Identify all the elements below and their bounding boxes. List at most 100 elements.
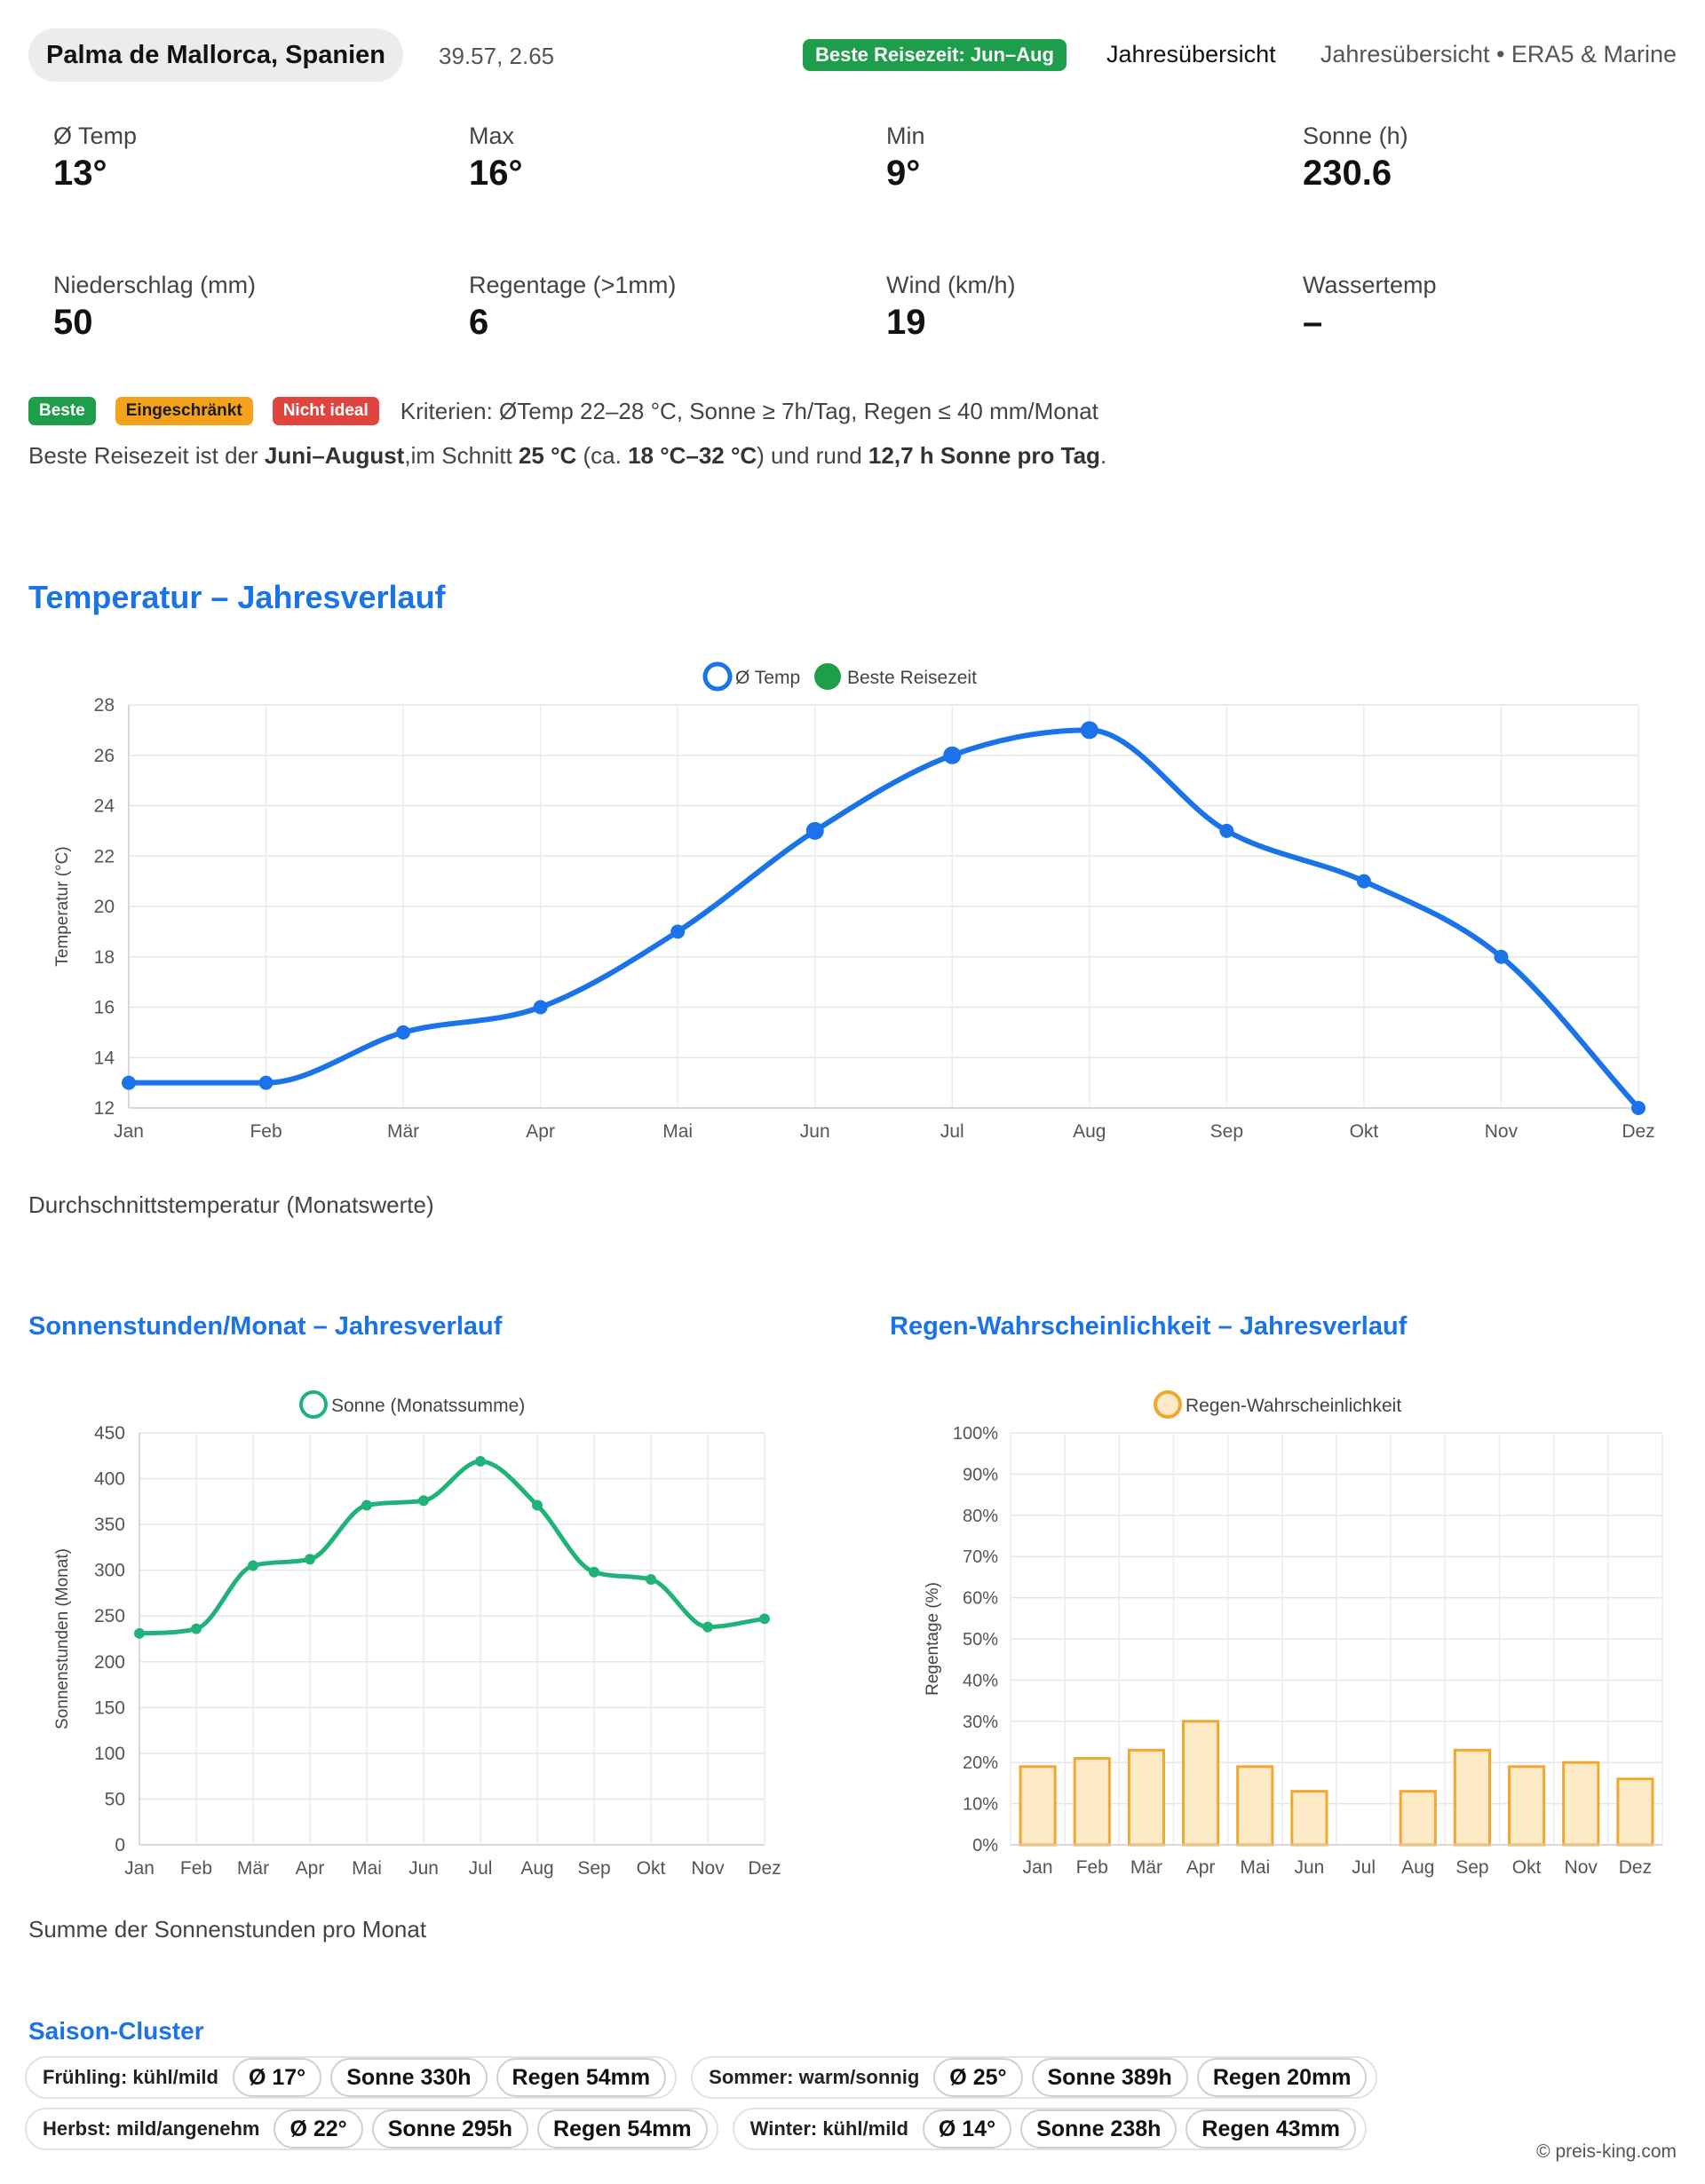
kpi-value: 230.6 bbox=[1303, 154, 1392, 193]
kpi-rain-days: Regentage (>1mm) 6 bbox=[469, 272, 860, 343]
x-tick-label: Jan bbox=[124, 1858, 155, 1879]
kpi-max-temp: Max 16° bbox=[469, 123, 860, 194]
kpi-precipitation: Niederschlag (mm) 50 bbox=[53, 272, 444, 343]
data-point bbox=[532, 1500, 543, 1511]
temp-chart-caption: Durchschnittstemperatur (Monatswerte) bbox=[28, 1191, 434, 1218]
x-tick-label: Feb bbox=[250, 1121, 282, 1142]
x-tick-label: Okt bbox=[1512, 1857, 1542, 1878]
x-tick-label: Sep bbox=[1455, 1857, 1488, 1878]
x-tick-label: Jun bbox=[800, 1121, 830, 1142]
legend-temp-marker bbox=[702, 661, 733, 692]
x-tick-label: Jun bbox=[1294, 1857, 1324, 1878]
cluster-summer: Sommer: warm/sonnig Ø 25° Sonne 389h Reg… bbox=[691, 2056, 1378, 2099]
kpi-value: 19 bbox=[886, 303, 926, 342]
y-tick-label: 14 bbox=[94, 1048, 115, 1068]
y-tick-label: 100 bbox=[94, 1744, 125, 1764]
kpi-wind: Wind (km/h) 19 bbox=[886, 272, 1277, 343]
cluster-sun-chip: Sonne 238h bbox=[1020, 2109, 1178, 2148]
data-point bbox=[305, 1554, 315, 1565]
best-time-summary: Beste Reisezeit ist der Juni–August,im S… bbox=[28, 442, 1106, 470]
y-tick-label: 100% bbox=[953, 1424, 998, 1444]
cluster-name: Frühling: kühl/mild bbox=[43, 2066, 218, 2088]
kpi-value: 13° bbox=[53, 154, 107, 193]
y-tick-label: 200 bbox=[94, 1652, 125, 1673]
temperature-chart: 12 14 16 18 20 22 24 26 28 Jan Feb Mär Apr Mai Jun Jul A… bbox=[53, 661, 1655, 1142]
series-line bbox=[129, 727, 1641, 1111]
x-tick-label: Mär bbox=[387, 1121, 419, 1142]
cluster-rain-chip: Regen 20mm bbox=[1196, 2058, 1368, 2097]
sunshine-chart: 0 50 100 150 200 250 300 350 400 450 Jan Feb Mär Apr M… bbox=[53, 1390, 781, 1879]
kpi-value: 9° bbox=[886, 154, 921, 193]
kpi-label: Wassertemp bbox=[1303, 272, 1437, 298]
kpi-avg-temp: Ø Temp 13° bbox=[53, 123, 444, 194]
legend-rain-marker bbox=[1154, 1390, 1182, 1419]
location-pill[interactable]: Palma de Mallorca, Spanien bbox=[28, 28, 403, 82]
data-point bbox=[361, 1500, 372, 1511]
kpi-label: Sonne (h) bbox=[1303, 123, 1408, 149]
cluster-sun-chip: Sonne 295h bbox=[371, 2109, 529, 2148]
x-tick-label: Dez bbox=[1622, 1121, 1654, 1142]
x-tick-label: Jan bbox=[1023, 1857, 1053, 1878]
x-tick-label: Jun bbox=[408, 1858, 439, 1879]
kpi-sun-hours: Sonne (h) 230.6 bbox=[1303, 123, 1693, 194]
x-tick-label: Mai bbox=[662, 1121, 693, 1142]
cluster-temp-chip: Ø 22° bbox=[274, 2109, 363, 2148]
kpi-min-temp: Min 9° bbox=[886, 123, 1277, 194]
x-tick-label: Okt bbox=[1350, 1121, 1379, 1142]
data-point bbox=[191, 1623, 202, 1634]
y-tick-label: 60% bbox=[963, 1589, 998, 1609]
cluster-row: Herbst: mild/angenehm Ø 22° Sonne 295h R… bbox=[25, 2108, 1381, 2150]
data-point bbox=[805, 821, 824, 840]
data-point bbox=[1219, 823, 1234, 838]
y-tick-label: 50 bbox=[105, 1789, 125, 1809]
data-point bbox=[396, 1025, 411, 1040]
y-tick-label: 350 bbox=[94, 1515, 125, 1535]
bar bbox=[1508, 1765, 1546, 1847]
temp-section-title: Temperatur – Jahresverlauf bbox=[28, 579, 446, 615]
bar bbox=[1019, 1765, 1057, 1847]
y-tick-label: 70% bbox=[963, 1547, 998, 1567]
data-point bbox=[759, 1613, 770, 1625]
x-tick-label: Feb bbox=[1076, 1857, 1108, 1878]
y-axis-title: Regentage (%) bbox=[924, 1582, 942, 1696]
data-point bbox=[475, 1455, 486, 1467]
data-point bbox=[1631, 1101, 1646, 1115]
data-point bbox=[589, 1566, 599, 1578]
y-tick-label: 12 bbox=[94, 1098, 115, 1119]
x-tick-label: Sep bbox=[577, 1858, 610, 1879]
summary-months: Juni–August bbox=[264, 442, 405, 469]
y-tick-label: 28 bbox=[94, 695, 115, 716]
kpi-label: Niederschlag (mm) bbox=[53, 272, 257, 298]
cluster-temp-chip: Ø 14° bbox=[922, 2109, 1012, 2148]
series-line bbox=[139, 1459, 765, 1636]
data-point bbox=[134, 1627, 145, 1639]
y-tick-label: 10% bbox=[963, 1795, 998, 1815]
sun-section-title: Sonnenstunden/Monat – Jahresverlauf bbox=[28, 1312, 503, 1341]
x-tick-label: Apr bbox=[526, 1121, 555, 1142]
bar bbox=[1562, 1761, 1600, 1847]
best-travel-badge: Beste Reisezeit: Jun–Aug bbox=[803, 39, 1067, 71]
legend-sun-marker bbox=[299, 1390, 328, 1419]
rating-legend: Beste Eingeschränkt Nicht ideal Kriterie… bbox=[28, 397, 1098, 425]
summary-text: Beste Reisezeit ist der bbox=[28, 442, 265, 469]
summary-avg-temp: 25 °C bbox=[518, 442, 577, 469]
coordinates: 39.57, 2.65 bbox=[439, 43, 555, 69]
kpi-value: – bbox=[1303, 303, 1323, 342]
x-tick-label: Mai bbox=[1240, 1857, 1270, 1878]
x-tick-label: Jul bbox=[469, 1858, 493, 1879]
data-source-label: Jahresübersicht • ERA5 & Marine bbox=[1320, 41, 1677, 67]
x-tick-label: Apr bbox=[296, 1858, 325, 1879]
kpi-value: 50 bbox=[53, 303, 93, 342]
kpi-label: Max bbox=[469, 123, 515, 149]
cluster-sun-chip: Sonne 389h bbox=[1031, 2058, 1188, 2097]
x-tick-label: Jan bbox=[114, 1121, 144, 1142]
summary-text: ) und rund bbox=[757, 442, 868, 469]
y-tick-label: 90% bbox=[963, 1465, 998, 1484]
x-tick-label: Sep bbox=[1210, 1121, 1243, 1142]
y-axis-title: Temperatur (°C) bbox=[53, 846, 72, 966]
overview-link[interactable]: Jahresübersicht bbox=[1106, 41, 1276, 67]
x-tick-label: Mai bbox=[352, 1858, 382, 1879]
data-point bbox=[418, 1495, 429, 1507]
y-tick-label: 24 bbox=[94, 796, 115, 817]
legend-not-ideal-pill: Nicht ideal bbox=[272, 397, 379, 425]
